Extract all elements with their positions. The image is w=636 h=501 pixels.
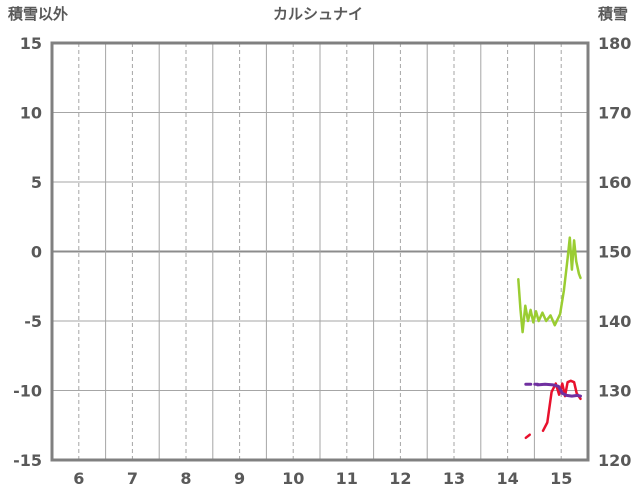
x-tick-label: 15 [550, 469, 572, 488]
y-tick-label-right: 150 [598, 243, 631, 262]
y-tick-label-left: 15 [20, 34, 42, 53]
x-tick-label: 7 [127, 469, 138, 488]
left-axis-title: 積雪以外 [8, 5, 69, 23]
series-line-green [517, 236, 582, 334]
x-tick-label: 12 [389, 469, 411, 488]
x-tick-label: 11 [336, 469, 358, 488]
right-axis-title: 積雪 [597, 5, 628, 23]
y-tick-label-right: 180 [598, 34, 631, 53]
plot-frame [50, 41, 590, 462]
y-tick-label-left: 10 [20, 104, 42, 123]
series-line-purple [536, 382, 582, 398]
x-tick-label: 6 [73, 469, 84, 488]
x-tick-label: 9 [234, 469, 245, 488]
x-tick-label: 13 [443, 469, 465, 488]
y-tick-label-left: -15 [13, 451, 42, 470]
y-tick-label-right: 130 [598, 382, 631, 401]
y-tick-label-right: 140 [598, 312, 631, 331]
y-tick-label-right: 170 [598, 104, 631, 123]
x-tick-label: 14 [496, 469, 518, 488]
x-tick-label: 10 [282, 469, 304, 488]
series-line-red [541, 379, 582, 433]
y-tick-label-right: 160 [598, 173, 631, 192]
y-tick-label-left: 5 [31, 173, 42, 192]
y-tick-label-left: -10 [13, 382, 42, 401]
chart-title: カルシュナイ [272, 5, 363, 23]
series-line-red [524, 432, 533, 440]
y-tick-label-right: 120 [598, 451, 631, 470]
y-tick-label-left: -5 [24, 312, 42, 331]
x-tick-label: 8 [180, 469, 191, 488]
y-tick-label-left: 0 [31, 243, 42, 262]
